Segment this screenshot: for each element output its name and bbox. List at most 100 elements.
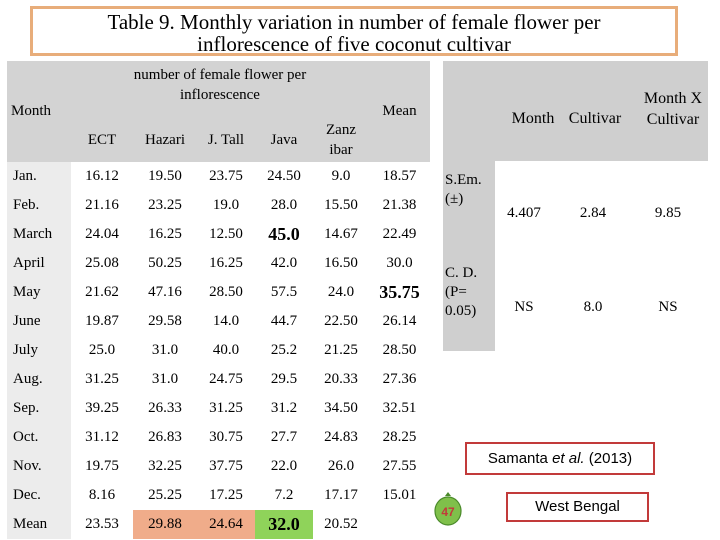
table-cell: 12.50 — [209, 226, 243, 242]
sem-month: 4.407 — [507, 205, 541, 221]
cd-interaction: NS — [658, 299, 678, 315]
table-row: Feb. 21.16 23.25 19.0 28.0 15.50 21.38 — [7, 191, 430, 220]
cd-month: NS — [514, 299, 534, 315]
table-cell: 32.0 — [255, 510, 313, 539]
table-cell: 14.67 — [324, 226, 358, 242]
table-cell: 28.0 — [270, 197, 298, 213]
stats-header-shade — [495, 61, 708, 161]
table-row: April 25.08 50.25 16.25 42.0 16.50 30.0 — [7, 249, 430, 278]
table-cell: 39.25 — [85, 400, 119, 416]
table-cell: 31.25 — [209, 400, 243, 416]
table-cell: 29.5 — [270, 371, 298, 387]
stats-header-cultivar: Cultivar — [568, 110, 622, 127]
table-row: March 24.04 16.25 12.50 45.0 14.67 22.49 — [7, 220, 430, 249]
table-cell: 24.64 — [197, 510, 255, 539]
citation-year: (2013) — [588, 450, 633, 467]
row-month-label: Sep. — [7, 394, 71, 423]
table-cell: 31.25 — [85, 371, 119, 387]
table-cell: 24.50 — [267, 168, 301, 184]
table-cell: 25.0 — [88, 342, 116, 358]
row-month-label: Mean — [7, 510, 71, 539]
table-cell: 31.0 — [151, 371, 179, 387]
row-month-label: March — [7, 220, 71, 249]
table-cell: 45.0 — [268, 224, 300, 244]
column-header: ECT — [71, 118, 133, 162]
table-cell: 15.01 — [382, 487, 417, 503]
table-cell: 16.25 — [209, 255, 243, 271]
sem-cultivar: 2.84 — [579, 205, 607, 221]
table-cell: 27.36 — [382, 371, 417, 387]
table-cell — [369, 510, 430, 539]
table-cell: 42.0 — [270, 255, 298, 271]
column-header: Hazari — [133, 118, 197, 162]
row-month-label: Jan. — [7, 162, 71, 191]
table-cell: 31.12 — [85, 429, 119, 445]
table-cell: 19.0 — [212, 197, 240, 213]
table-cell: 28.25 — [382, 429, 417, 445]
row-month-label: Aug. — [7, 365, 71, 394]
table-cell: 14.0 — [212, 313, 240, 329]
table-cell: 35.75 — [379, 282, 420, 302]
table-cell: 24.83 — [324, 429, 358, 445]
table-cell: 21.62 — [85, 284, 119, 300]
table-cell: 16.50 — [324, 255, 358, 271]
cd-label: C. D. (P= 0.05) — [445, 265, 478, 319]
column-header: Java — [255, 118, 313, 162]
table-row: July 25.0 31.0 40.0 25.2 21.25 28.50 — [7, 336, 430, 365]
table-cell: 47.16 — [148, 284, 182, 300]
table-cell: 20.52 — [324, 516, 358, 532]
table-cell: 23.25 — [148, 197, 182, 213]
table-cell: 16.12 — [85, 168, 119, 184]
data-table: Month number of female flower per inflor… — [7, 61, 430, 539]
table-cell: 32.25 — [148, 458, 182, 474]
stats-label-shade — [443, 61, 495, 351]
table-cell: 30.75 — [209, 429, 243, 445]
page-number: 47 — [441, 505, 455, 519]
table-cell: 28.50 — [382, 342, 417, 358]
table-cell: 31.2 — [270, 400, 298, 416]
table-row: Sep. 39.25 26.33 31.25 31.2 34.50 32.51 — [7, 394, 430, 423]
table-row: Aug. 31.25 31.0 24.75 29.5 20.33 27.36 — [7, 365, 430, 394]
table-cell: 21.38 — [382, 197, 417, 213]
table-cell: 24.0 — [327, 284, 355, 300]
table-cell: 23.53 — [85, 516, 119, 532]
table-cell: 26.14 — [382, 313, 417, 329]
citation-author: Samanta — [487, 450, 548, 467]
row-month-label: Feb. — [7, 191, 71, 220]
month-header: Month — [7, 61, 71, 162]
table-cell: 22.0 — [270, 458, 298, 474]
sem-interaction: 9.85 — [654, 205, 682, 221]
table-cell: 30.0 — [386, 255, 413, 271]
row-month-label: Dec. — [7, 481, 71, 510]
table-cell: 25.08 — [85, 255, 119, 271]
table-cell: 22.50 — [324, 313, 358, 329]
title-line-1: Table 9. Monthly variation in number of … — [107, 10, 601, 34]
table-title: Table 9. Monthly variation in number of … — [30, 6, 678, 56]
table-cell: 26.0 — [327, 458, 355, 474]
table-cell: 27.55 — [382, 458, 417, 474]
title-line-2: inflorescence of five coconut cultivar — [197, 32, 511, 56]
table-cell: 23.75 — [209, 168, 243, 184]
stats-header-interaction: Month X Cultivar — [643, 90, 703, 128]
column-header: J. Tall — [197, 118, 255, 162]
table-cell: 15.50 — [324, 197, 358, 213]
table-row: Dec. 8.16 25.25 17.25 7.2 17.17 15.01 — [7, 481, 430, 510]
table-cell: 44.7 — [270, 313, 298, 329]
table-cell: 29.88 — [133, 510, 197, 539]
row-month-label: June — [7, 307, 71, 336]
table-row: June 19.87 29.58 14.0 44.7 22.50 26.14 — [7, 307, 430, 336]
table-cell: 37.75 — [209, 458, 243, 474]
citation-box: Samanta et al. (2013) — [465, 442, 655, 475]
table-cell: 16.25 — [148, 226, 182, 242]
row-month-label: Nov. — [7, 452, 71, 481]
table-cell: 9.0 — [331, 168, 351, 184]
sem-label: S.Em. (±) — [445, 172, 482, 207]
table-cell: 18.57 — [382, 168, 417, 184]
row-month-label: Oct. — [7, 423, 71, 452]
table-cell: 21.16 — [85, 197, 119, 213]
table-cell: 21.25 — [324, 342, 358, 358]
table-cell: 25.25 — [148, 487, 182, 503]
table-cell: 26.83 — [148, 429, 182, 445]
table-row: Nov. 19.75 32.25 37.75 22.0 26.0 27.55 — [7, 452, 430, 481]
table-cell: 29.58 — [148, 313, 182, 329]
